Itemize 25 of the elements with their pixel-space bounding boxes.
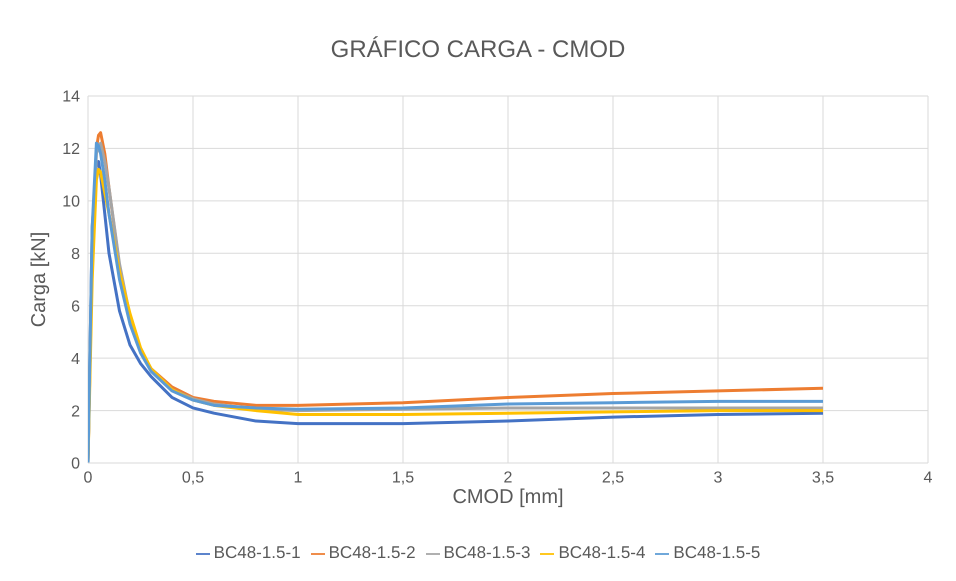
y-tick-label: 2	[71, 403, 80, 420]
x-tick-label: 0,5	[182, 469, 204, 486]
legend-label: BC48-1.5-4	[558, 543, 646, 562]
y-axis-title: Carga [kN]	[28, 232, 50, 328]
x-tick-label: 2	[504, 469, 513, 486]
chart-title: GRÁFICO CARGA - CMOD	[330, 35, 626, 65]
x-axis-title: CMOD [mm]	[452, 486, 564, 508]
y-tick-label: 12	[62, 141, 80, 158]
legend-label: BC48-1.5-3	[444, 543, 530, 562]
x-tick-label: 1,5	[392, 469, 414, 486]
y-tick-label: 0	[71, 456, 80, 473]
y-tick-label: 10	[62, 194, 80, 211]
x-tick-label: 1	[294, 469, 303, 486]
legend-label: BC48-1.5-1	[214, 543, 301, 562]
x-tick-label: 4	[924, 469, 933, 486]
y-tick-label: 6	[71, 298, 80, 316]
x-tick-label: 0	[84, 469, 93, 486]
legend-label: BC48-1.5-5	[673, 543, 760, 562]
y-tick-label: 14	[62, 88, 80, 106]
y-tick-label: 4	[71, 350, 80, 368]
x-tick-label: 3	[714, 469, 723, 486]
x-tick-label: 2,5	[602, 469, 624, 486]
legend-label: BC48-1.5-2	[328, 543, 416, 562]
x-tick-label: 3,5	[812, 469, 834, 486]
y-tick-label: 8	[71, 246, 80, 263]
